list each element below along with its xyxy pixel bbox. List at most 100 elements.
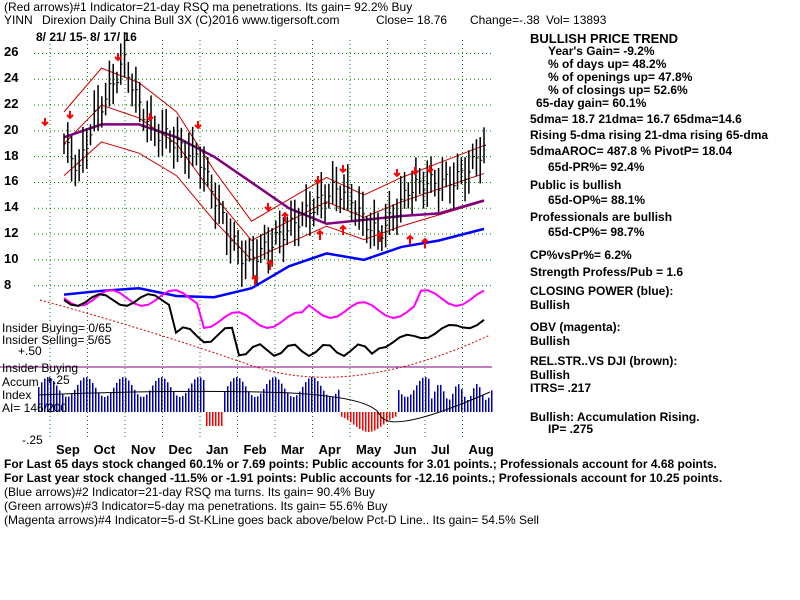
accum-bar (323, 390, 325, 412)
gain-65: 65-day gain= 60.1% (536, 96, 647, 110)
accum-bar (482, 394, 484, 412)
y-tick-label: 26 (4, 44, 19, 60)
plus-50-label: +.50 (18, 344, 42, 358)
accum-bar (113, 387, 115, 412)
accum-bar (185, 392, 187, 412)
accum-label: Accum (2, 375, 39, 389)
accum-bar (467, 399, 469, 412)
accum-bar (326, 394, 328, 412)
accum-bar (98, 392, 100, 412)
accum-bar (143, 396, 145, 412)
red-down-arrow (393, 169, 401, 178)
accum-bar (236, 377, 238, 412)
accum-bar (56, 385, 58, 412)
close-value: Close= 18.76 (376, 13, 448, 27)
accum-bar (158, 377, 160, 412)
accum-bar (119, 378, 121, 412)
accum-bar (344, 412, 346, 419)
accum-bar (83, 377, 85, 412)
red-down-arrow (411, 167, 419, 176)
indicator2-caption: (Blue arrows)#2 Indicator=21-day RSQ ma … (4, 485, 375, 499)
red-up-arrow (376, 231, 384, 242)
fund-name: Direxion Daily China Bull 3X (C)2016 www… (42, 13, 340, 27)
itrs-value: ITRS= .217 (530, 381, 592, 395)
accum-bar (80, 380, 82, 412)
accum-bar (488, 397, 490, 412)
ip-value: IP= .275 (548, 422, 594, 436)
accum-bar (380, 412, 382, 427)
accum-bar (230, 381, 232, 412)
closing-power-status: Bullish (530, 298, 571, 312)
y-tick-label: 16 (4, 173, 19, 189)
accum-bar (77, 384, 79, 412)
accum-bar (362, 412, 364, 431)
accum-bar (359, 412, 361, 430)
accum-bar (224, 391, 226, 412)
red-up-arrow (406, 234, 414, 245)
accum-bar (209, 412, 211, 426)
accum-bar (260, 393, 262, 412)
accum-bar (161, 377, 163, 412)
accum-bar (251, 395, 253, 412)
accum-bar (455, 386, 457, 412)
accum-bar (242, 381, 244, 412)
rs-ma-line (39, 299, 491, 378)
accum-bar (254, 396, 256, 412)
accum-bar (263, 388, 265, 412)
accum-bar (215, 412, 217, 426)
accum-bar (101, 395, 103, 412)
accum-bar (398, 390, 400, 412)
accum-bar (173, 391, 175, 412)
x-tick-label: Aug (468, 442, 494, 457)
accum-bar (296, 395, 298, 412)
accum-bar (302, 386, 304, 412)
accum-bar (332, 396, 334, 412)
accum-bar (71, 394, 73, 412)
accum-bar (134, 389, 136, 412)
strength-ratio: Strength Profess/Pub = 1.6 (530, 265, 684, 279)
x-tick-label: Nov (131, 442, 156, 457)
accum-bar (308, 378, 310, 412)
accum-bar (155, 380, 157, 412)
accum-bar (122, 377, 124, 412)
accum-bar (419, 380, 421, 412)
red-down-arrow (114, 53, 122, 62)
accum-bar (287, 393, 289, 412)
accum-bar (170, 387, 172, 412)
accum-bar (329, 396, 331, 412)
accum-bar (386, 412, 388, 423)
x-tick-label: Jan (206, 442, 229, 457)
accum-bar (299, 391, 301, 412)
y-tick-label: 24 (4, 70, 19, 86)
days-up: % of days up= 48.2% (548, 57, 667, 71)
x-tick-label: Apr (318, 442, 341, 457)
accum-bar (164, 378, 166, 412)
accum-bar (203, 380, 205, 412)
accum-bar (233, 378, 235, 412)
accum-bar (179, 396, 181, 412)
closing-power-label: CLOSING POWER (blue): (530, 284, 674, 298)
accum-bar (392, 412, 394, 419)
accum-bar (140, 396, 142, 412)
accum-bar (428, 378, 430, 412)
accum-bar (269, 379, 271, 412)
accum-bar (341, 412, 343, 417)
accum-bar (65, 396, 67, 412)
accum-bar (371, 412, 373, 432)
red-down-arrow (264, 203, 272, 212)
accum-bar (227, 386, 229, 412)
accum-bar (116, 382, 118, 412)
accum-bar (440, 384, 442, 412)
x-tick-label: May (356, 442, 382, 457)
dma-values: 5dma= 18.7 21dma= 16.7 65dma=14.6 (530, 112, 742, 126)
footer-year: For Last year stock changed -11.5% or -1… (4, 471, 723, 485)
accum-bar (473, 388, 475, 412)
accum-bar (167, 382, 169, 412)
accum-bar (293, 396, 295, 412)
accum-bar (41, 382, 43, 412)
accum-bar (452, 393, 454, 412)
accum-bar (200, 377, 202, 412)
red-down-arrow (146, 113, 154, 122)
op-value: 65d-OP%= 88.1% (548, 193, 646, 207)
